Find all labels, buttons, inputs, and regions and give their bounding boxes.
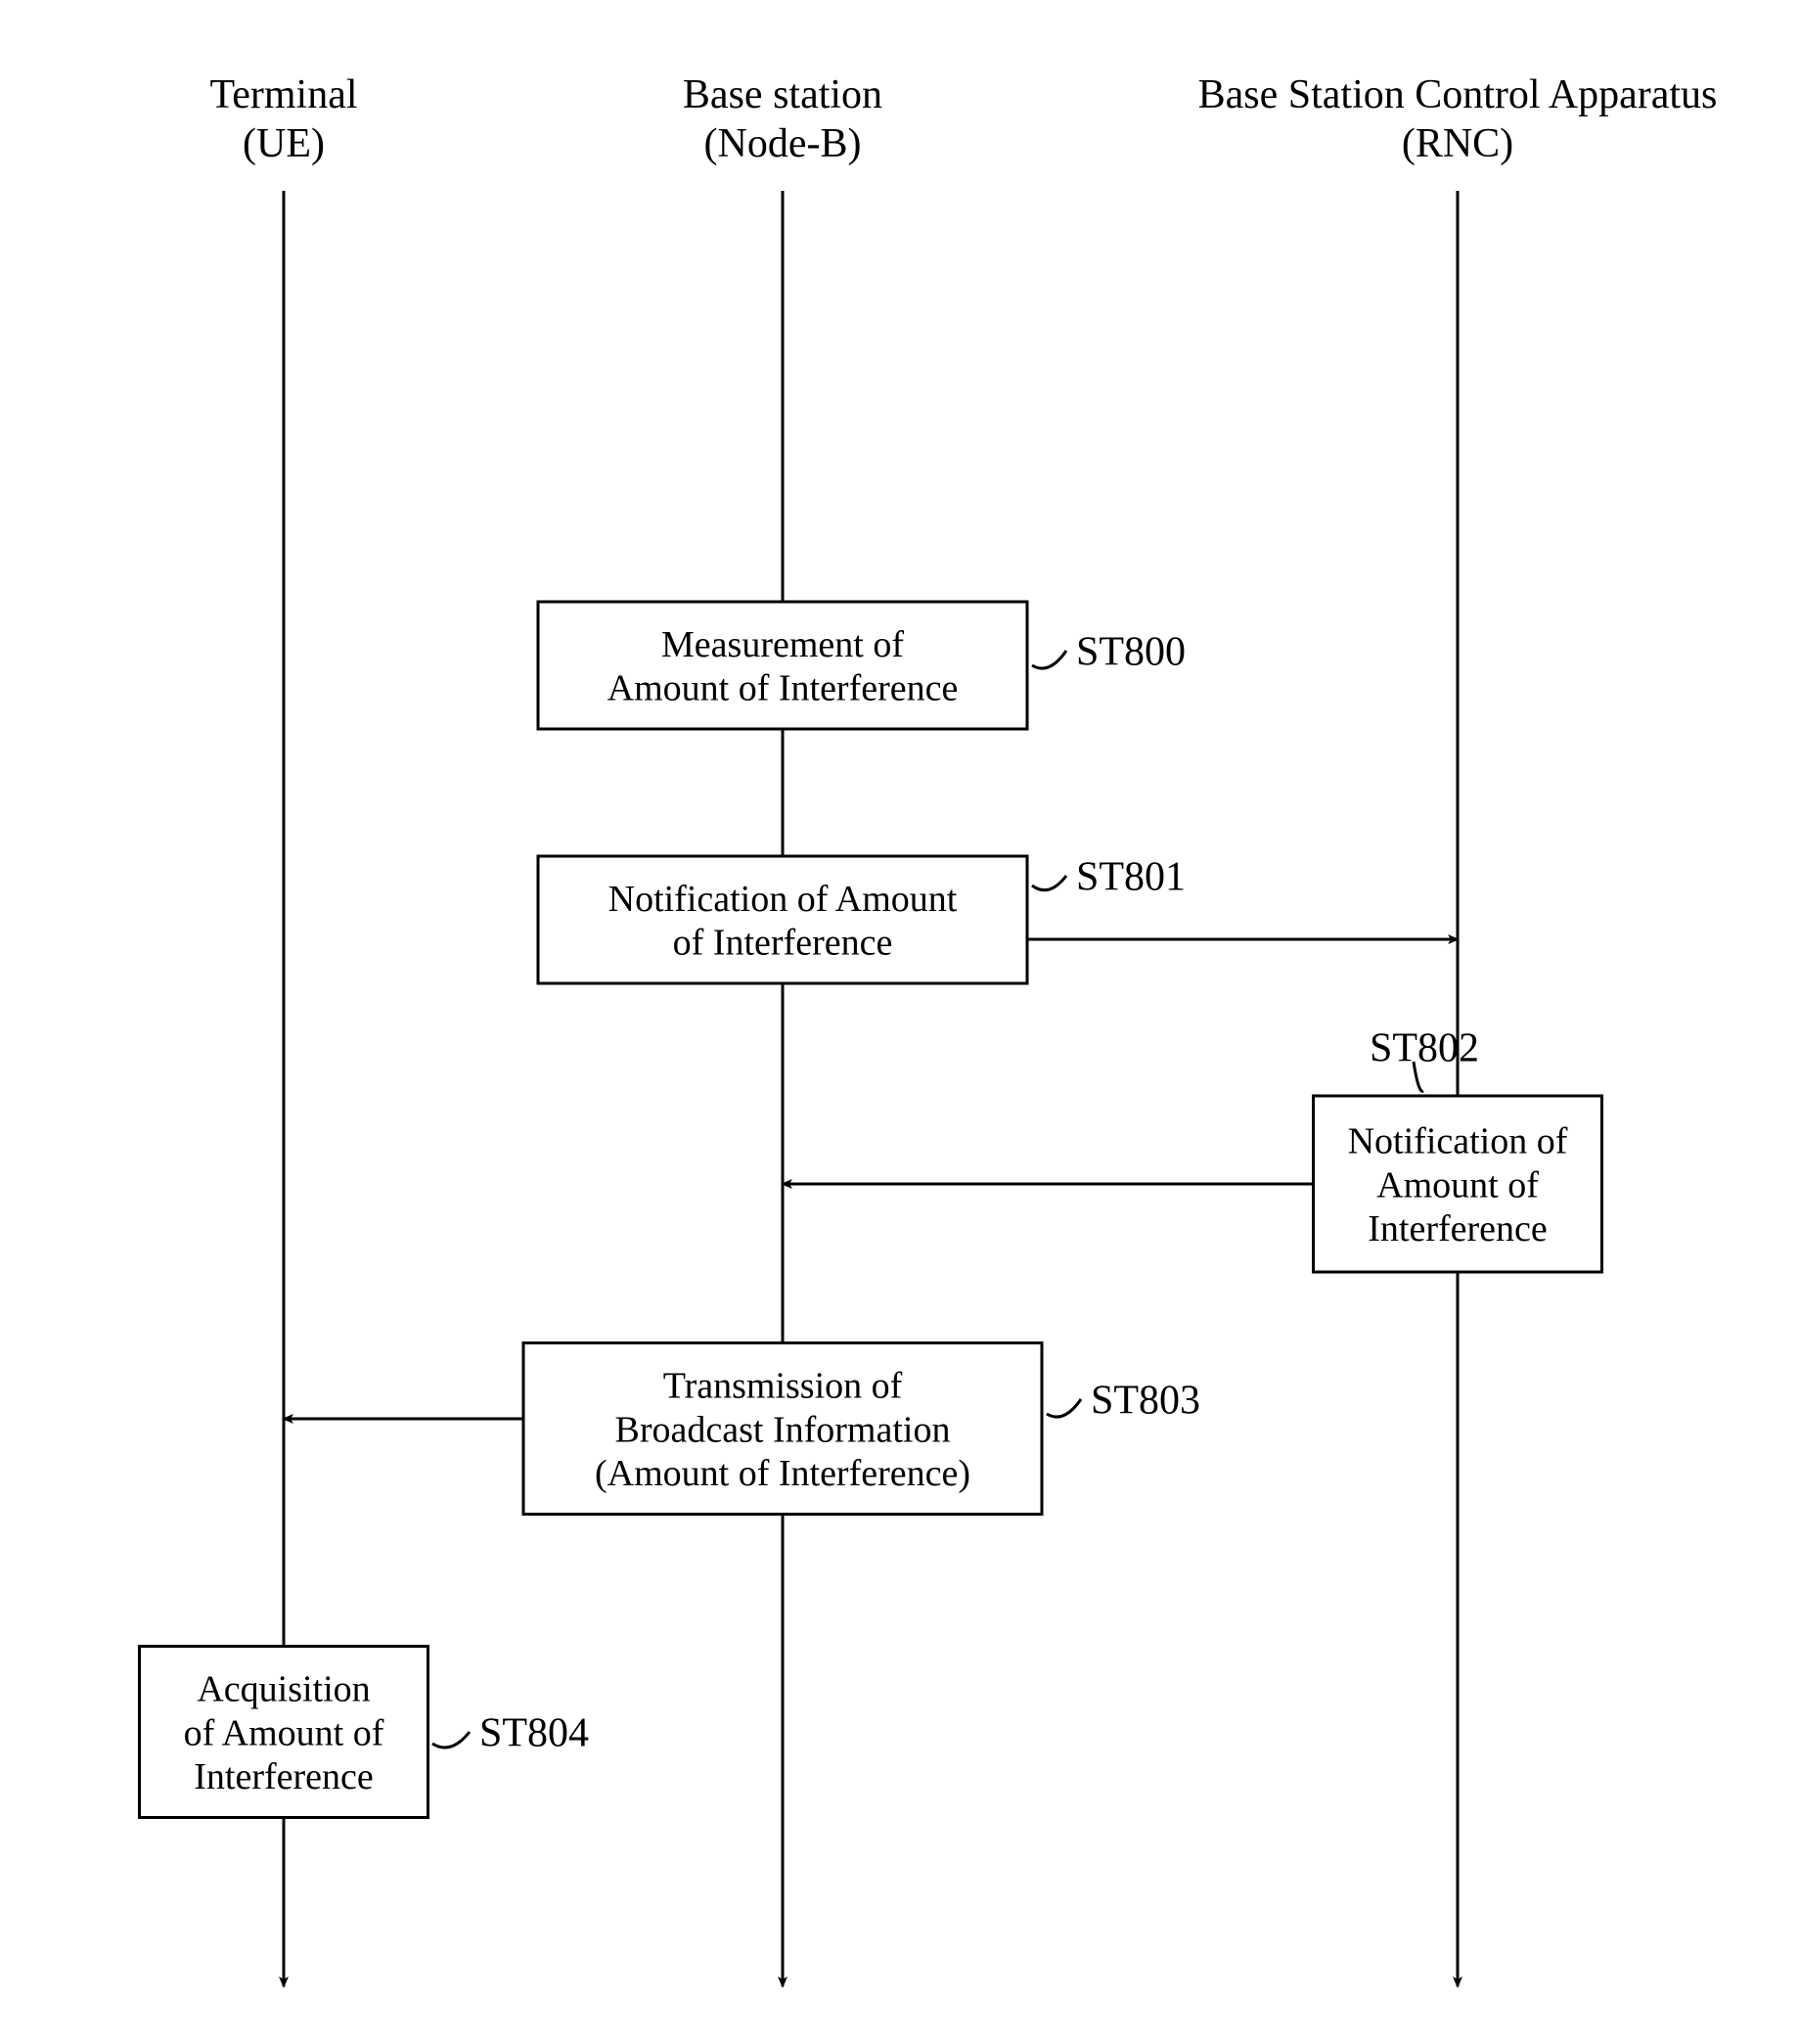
step-connector-st803	[1047, 1399, 1081, 1417]
lifeline-subtitle-ue: (UE)	[243, 121, 325, 166]
step-box-st801	[538, 856, 1027, 983]
step-label-st800: ST800	[1076, 630, 1186, 675]
lifeline-title-rnc: Base Station Control Apparatus	[1198, 72, 1718, 117]
step-connector-st804	[432, 1732, 470, 1748]
step-box-text-st801-0: Notification of Amount	[608, 879, 958, 920]
lifeline-title-nodeb: Base station	[683, 72, 882, 117]
step-box-text-st801-1: of Interference	[673, 923, 893, 964]
step-box-text-st803-0: Transmission of	[663, 1365, 903, 1406]
lifeline-title-ue: Terminal	[210, 72, 358, 117]
step-connector-st801	[1032, 876, 1066, 890]
step-box-text-st803-2: (Amount of Interference)	[595, 1453, 970, 1494]
step-box-text-st802-0: Notification of	[1348, 1120, 1568, 1161]
lifeline-subtitle-nodeb: (Node-B)	[704, 121, 862, 166]
lifeline-subtitle-rnc: (RNC)	[1402, 121, 1513, 166]
step-label-st803: ST803	[1091, 1379, 1200, 1424]
step-connector-st800	[1032, 651, 1066, 668]
step-box-text-st804-0: Acquisition	[197, 1668, 370, 1709]
step-box-text-st802-1: Amount of	[1376, 1164, 1539, 1205]
step-box-text-st800-0: Measurement of	[661, 624, 904, 665]
step-box-text-st802-2: Interference	[1368, 1208, 1548, 1249]
sequence-diagram: Terminal(UE) Base station(Node-B) Base Sta…	[0, 0, 1799, 2044]
step-label-st801: ST801	[1076, 855, 1186, 900]
step-label-st802: ST802	[1370, 1026, 1479, 1071]
step-box-text-st804-2: Interference	[194, 1756, 374, 1797]
step-box-text-st803-1: Broadcast Information	[615, 1409, 951, 1450]
step-box-st800	[538, 602, 1027, 729]
step-box-text-st800-1: Amount of Interference	[607, 668, 959, 709]
step-label-st804: ST804	[479, 1711, 589, 1756]
step-box-text-st804-1: of Amount of	[184, 1712, 384, 1753]
